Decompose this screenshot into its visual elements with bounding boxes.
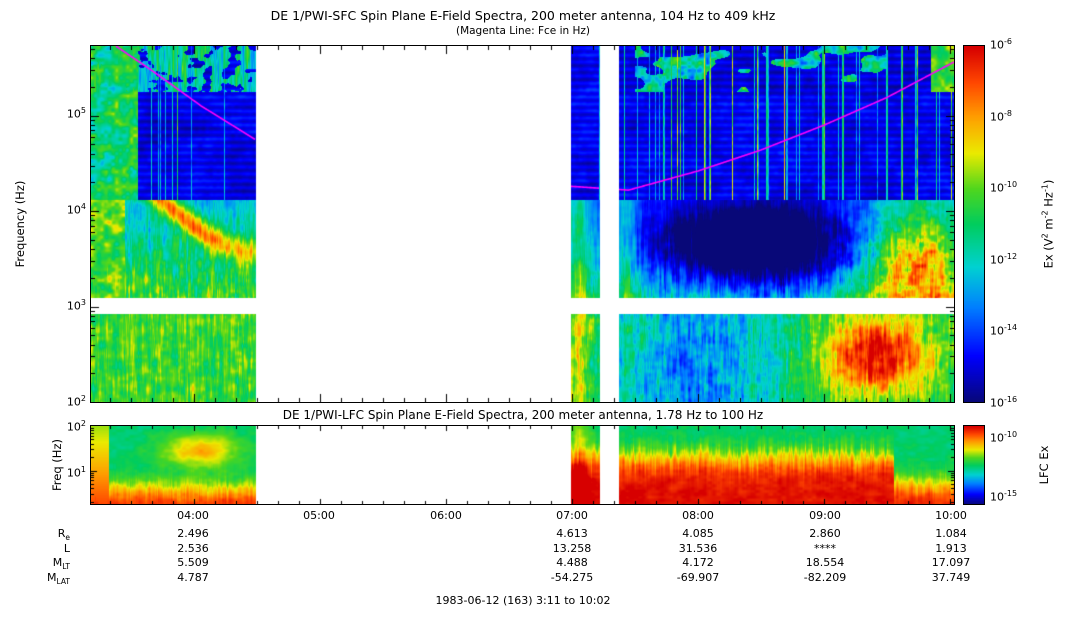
time-tick-label: 07:00 xyxy=(556,509,588,522)
time-tick-label: 10:00 xyxy=(935,509,967,522)
ephemeris-row-label: MLT xyxy=(52,556,70,572)
sfc-colorbar-tick-label: 10-10 xyxy=(990,180,1018,195)
lfc-colorbar-tick-label: 10-15 xyxy=(990,489,1018,504)
ephemeris-value: 31.536 xyxy=(678,542,718,555)
ephemeris-value: 4.172 xyxy=(682,556,714,569)
footer-date-range: 1983-06-12 (163) 3:11 to 10:02 xyxy=(435,594,611,607)
lfc-colorbar-label: LFC Ex xyxy=(1037,445,1051,485)
time-tick-label: 04:00 xyxy=(177,509,209,522)
ephemeris-value: 5.509 xyxy=(177,556,209,569)
ephemeris-value: **** xyxy=(814,542,836,555)
sfc-y-tick-label: 104 xyxy=(66,202,86,217)
sfc-colorbar xyxy=(963,45,985,403)
ephemeris-row-label: L xyxy=(63,542,70,555)
ephemeris-row-label: Re xyxy=(57,527,70,543)
lfc-y-axis-label: Freq (Hz) xyxy=(50,439,64,491)
ephemeris-value: 4.787 xyxy=(177,571,209,584)
ephemeris-value: -69.907 xyxy=(676,571,720,584)
lfc-colorbar xyxy=(963,425,985,505)
ephemeris-value: 37.749 xyxy=(931,571,971,584)
sfc-heatmap-canvas xyxy=(91,46,954,402)
sfc-colorbar-canvas xyxy=(964,46,984,402)
sfc-colorbar-tick-label: 10-12 xyxy=(990,252,1018,267)
sfc-colorbar-label: Ex (V2 m-2 Hz-1) xyxy=(1040,179,1056,269)
ephemeris-value: 17.097 xyxy=(931,556,971,569)
time-tick-label: 09:00 xyxy=(809,509,841,522)
sfc-colorbar-tick-label: 10-6 xyxy=(990,37,1012,52)
time-tick-label: 05:00 xyxy=(303,509,335,522)
ephemeris-value: -54.275 xyxy=(550,571,594,584)
sfc-colorbar-tick-label: 10-8 xyxy=(990,109,1012,124)
lfc-heatmap-canvas xyxy=(91,426,954,504)
lfc-colorbar-tick-label: 10-10 xyxy=(990,430,1018,445)
ephemeris-value: 4.613 xyxy=(556,527,588,540)
time-tick-label: 08:00 xyxy=(682,509,714,522)
ephemeris-value: 1.913 xyxy=(935,542,967,555)
ephemeris-value: 4.488 xyxy=(556,556,588,569)
sfc-spectrogram-panel xyxy=(90,45,955,403)
sfc-y-tick-label: 105 xyxy=(66,106,86,121)
ephemeris-value: 13.258 xyxy=(552,542,592,555)
sfc-y-axis-label: Frequency (Hz) xyxy=(13,180,27,268)
ephemeris-value: 18.554 xyxy=(805,556,845,569)
ephemeris-value: 2.496 xyxy=(177,527,209,540)
figure-title: DE 1/PWI-SFC Spin Plane E-Field Spectra,… xyxy=(270,8,776,23)
lfc-panel-title: DE 1/PWI-LFC Spin Plane E-Field Spectra,… xyxy=(282,408,764,422)
time-tick-label: 06:00 xyxy=(430,509,462,522)
ephemeris-value: 4.085 xyxy=(682,527,714,540)
ephemeris-value: -82.209 xyxy=(803,571,847,584)
lfc-colorbar-canvas xyxy=(964,426,984,504)
lfc-y-tick-label: 101 xyxy=(66,465,86,480)
sfc-y-tick-label: 103 xyxy=(66,298,86,313)
sfc-y-tick-label: 102 xyxy=(66,394,86,409)
sfc-colorbar-tick-label: 10-14 xyxy=(990,323,1018,338)
lfc-spectrogram-panel xyxy=(90,425,955,505)
ephemeris-value: 2.860 xyxy=(809,527,841,540)
figure-subtitle: (Magenta Line: Fce in Hz) xyxy=(455,25,591,37)
ephemeris-row-label: MLAT xyxy=(47,571,70,587)
lfc-y-tick-label: 102 xyxy=(66,419,86,434)
sfc-colorbar-tick-label: 10-16 xyxy=(990,395,1018,410)
ephemeris-value: 1.084 xyxy=(935,527,967,540)
ephemeris-value: 2.536 xyxy=(177,542,209,555)
